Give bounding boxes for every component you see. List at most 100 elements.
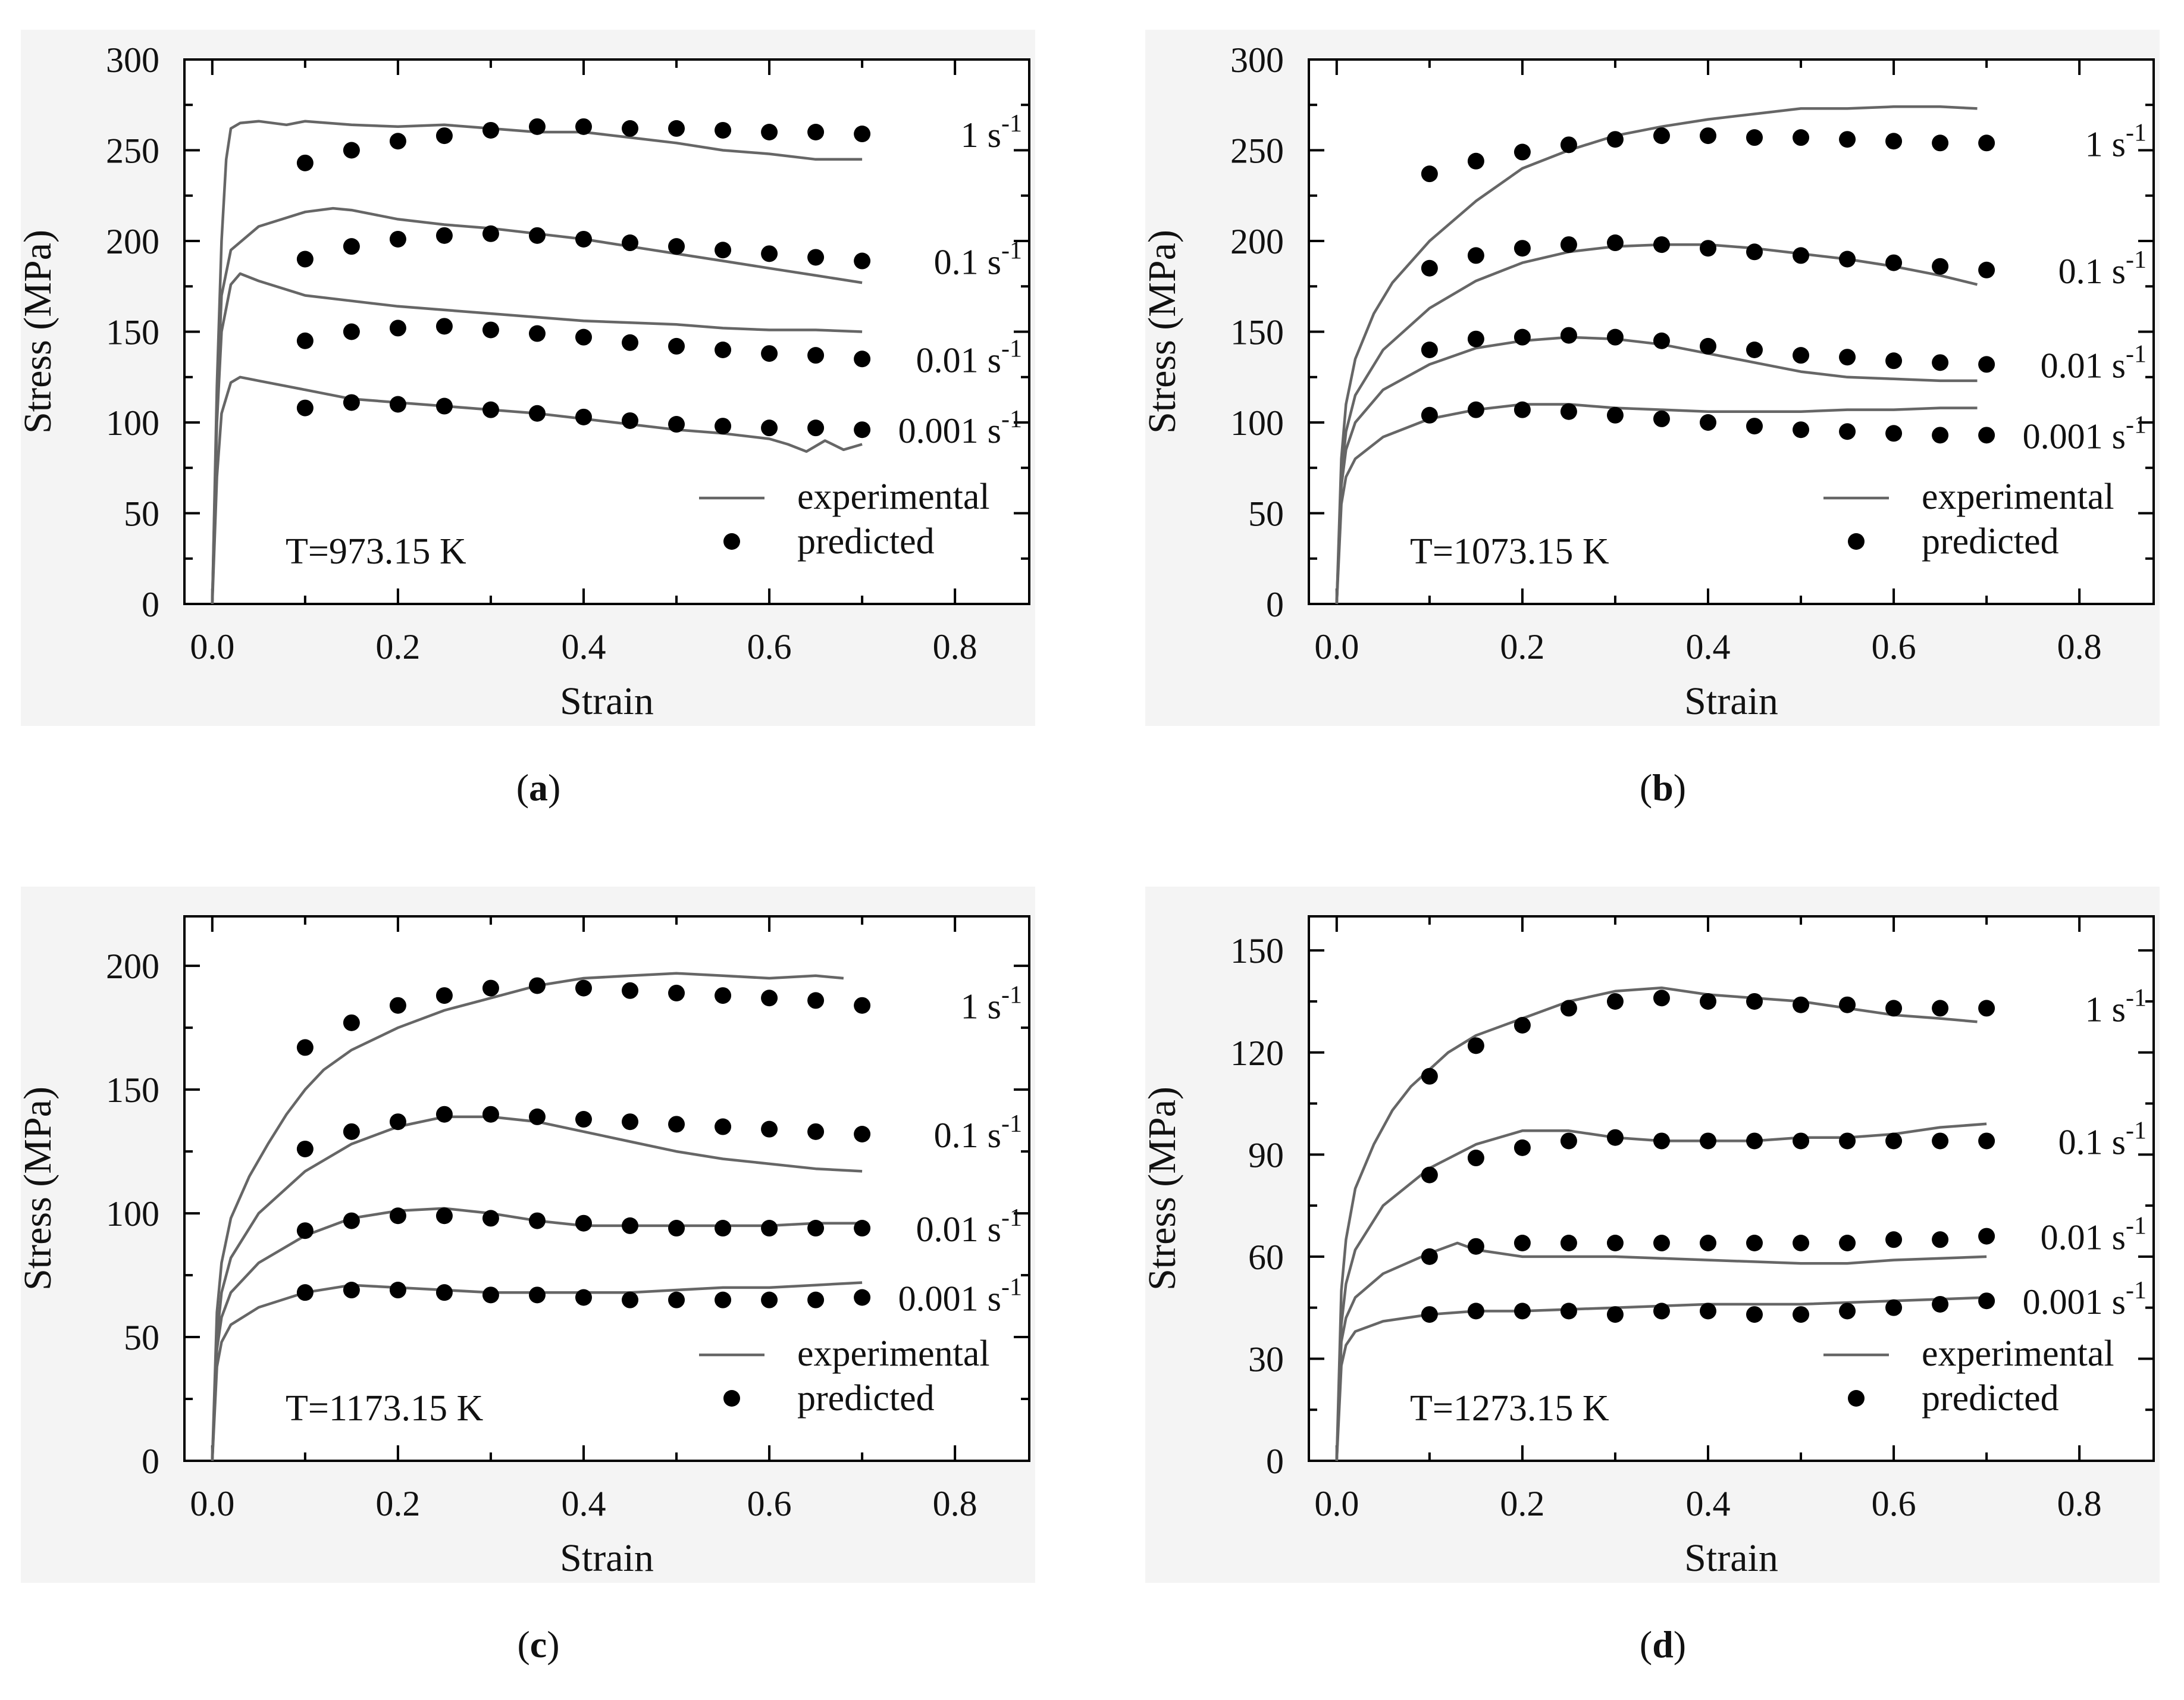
rate-label-exponent: -1 (2126, 1277, 2147, 1304)
panel-caption: (a) (516, 766, 561, 809)
predicted-point-0-01-s (435, 318, 453, 335)
predicted-point-0-001-s (389, 396, 406, 413)
predicted-point-1-s (482, 979, 499, 997)
predicted-point-1-s (1653, 990, 1670, 1007)
legend-predicted-label: predicted (1922, 1378, 2059, 1419)
y-tick-label: 150 (1230, 931, 1284, 970)
predicted-point-0-001-s (1839, 423, 1856, 440)
y-tick-label: 50 (124, 1318, 159, 1357)
predicted-point-0-01-s (854, 1220, 871, 1237)
predicted-point-0-001-s (296, 399, 314, 417)
predicted-point-1-s (622, 982, 639, 999)
y-tick-label: 200 (106, 222, 159, 261)
predicted-point-1-s (482, 121, 499, 139)
predicted-point-1-s (1467, 152, 1484, 170)
rate-label-exponent: -1 (1001, 982, 1022, 1009)
x-axis-title: Strain (560, 680, 654, 723)
predicted-point-0-001-s (1514, 401, 1531, 418)
predicted-point-0-01-s (807, 1220, 825, 1237)
x-tick-label: 0.8 (933, 627, 977, 666)
predicted-point-1-s (807, 124, 825, 140)
experimental-curve-1-s (211, 120, 863, 605)
predicted-point-0-01-s (1699, 1235, 1716, 1251)
rate-label-0-1-s: 0.1 s-1 (934, 237, 1022, 282)
rate-label-exponent: -1 (2126, 411, 2147, 439)
predicted-point-0-001-s (1793, 1306, 1810, 1323)
predicted-point-0-01-s (622, 1217, 639, 1234)
y-axis-title: Stress (MPa) (16, 1087, 59, 1291)
predicted-point-0-001-s (435, 1284, 453, 1301)
x-tick-label: 0.8 (2057, 627, 2102, 666)
predicted-point-0-01-s (1793, 347, 1810, 364)
y-axis-title: Stress (MPa) (16, 230, 59, 434)
x-tick-label: 0.6 (747, 627, 792, 666)
y-tick-label: 0 (1266, 585, 1284, 624)
rate-label-1-s: 1 s-1 (2085, 119, 2147, 164)
predicted-point-0-001-s (435, 397, 453, 415)
predicted-point-0-001-s (482, 401, 499, 418)
predicted-point-0-001-s (1699, 414, 1716, 431)
panel-a: 0.0 0.2 0.4 0.6 0.8 0 50 100 150 200 250 300 Strain S… (16, 30, 1035, 809)
predicted-point-0-001-s (854, 1289, 871, 1306)
x-tick-label: 0.6 (747, 1484, 792, 1523)
predicted-point-1-s (1560, 1000, 1577, 1017)
predicted-point-0-01-s (668, 337, 685, 355)
predicted-point-0-001-s (1653, 410, 1670, 427)
predicted-point-0-001-s (622, 412, 639, 429)
predicted-point-0-1-s (1746, 1132, 1763, 1150)
predicted-point-0-001-s (482, 1286, 499, 1304)
experimental-curve-1-s (211, 972, 844, 1461)
predicted-point-0-1-s (1560, 1132, 1577, 1150)
predicted-point-1-s (1560, 136, 1577, 154)
predicted-point-1-s (807, 992, 825, 1009)
panel-b: 0.0 0.2 0.4 0.6 0.8 0 50 100 150 200 250 300 Strain S… (1140, 30, 2160, 809)
predicted-point-0-01-s (1885, 352, 1903, 370)
predicted-point-1-s (1467, 1037, 1484, 1054)
predicted-point-0-001-s (622, 1291, 639, 1308)
predicted-point-0-01-s (854, 350, 871, 368)
y-tick-label: 0 (142, 585, 159, 624)
predicted-point-0-01-s (1839, 349, 1856, 366)
predicted-point-0-001-s (1793, 421, 1810, 439)
predicted-point-0-01-s (761, 345, 778, 362)
predicted-point-0-01-s (715, 342, 732, 358)
predicted-point-0-1-s (1606, 234, 1624, 252)
predicted-point-1-s (1421, 1067, 1438, 1085)
predicted-point-0-1-s (807, 1123, 825, 1140)
rate-label-exponent: -1 (2126, 1213, 2147, 1240)
legend-marker-swatch (1848, 1390, 1865, 1407)
legend-experimental-label: experimental (1922, 477, 2114, 517)
panel-caption-letter: d (1652, 1623, 1674, 1665)
panel-caption: (d) (1640, 1623, 1686, 1665)
predicted-point-0-1-s (761, 245, 778, 262)
y-axis-title: Stress (MPa) (1140, 1087, 1184, 1291)
predicted-point-0-1-s (1699, 1132, 1716, 1150)
predicted-point-0-1-s (296, 251, 314, 268)
predicted-point-0-01-s (528, 325, 546, 342)
predicted-point-0-001-s (1746, 1306, 1763, 1323)
predicted-point-0-001-s (1421, 406, 1438, 424)
y-tick-label: 300 (106, 40, 159, 80)
experimental-curve-0-01-s (1335, 336, 1978, 605)
predicted-point-0-01-s (668, 1220, 685, 1237)
predicted-point-0-001-s (715, 418, 732, 435)
predicted-point-0-001-s (1560, 1303, 1577, 1320)
predicted-point-1-s (528, 977, 546, 994)
predicted-point-0-01-s (1746, 342, 1763, 358)
predicted-point-0-1-s (1839, 251, 1856, 268)
x-tick-label: 0.6 (1872, 627, 1916, 666)
y-tick-label: 200 (106, 947, 159, 986)
y-tick-label: 90 (1248, 1135, 1284, 1175)
y-tick-label: 100 (106, 1194, 159, 1233)
predicted-point-0-001-s (807, 419, 825, 437)
predicted-point-1-s (389, 997, 406, 1014)
x-tick-label: 0.0 (1314, 627, 1359, 666)
predicted-point-1-s (435, 127, 453, 145)
panel-caption-letter: b (1652, 766, 1674, 809)
y-tick-label: 30 (1248, 1339, 1284, 1379)
plot-frame (183, 915, 1030, 1462)
predicted-point-0-01-s (343, 323, 360, 340)
experimental-curve-0-001-s (211, 375, 863, 605)
legend-marker-swatch (723, 533, 740, 550)
